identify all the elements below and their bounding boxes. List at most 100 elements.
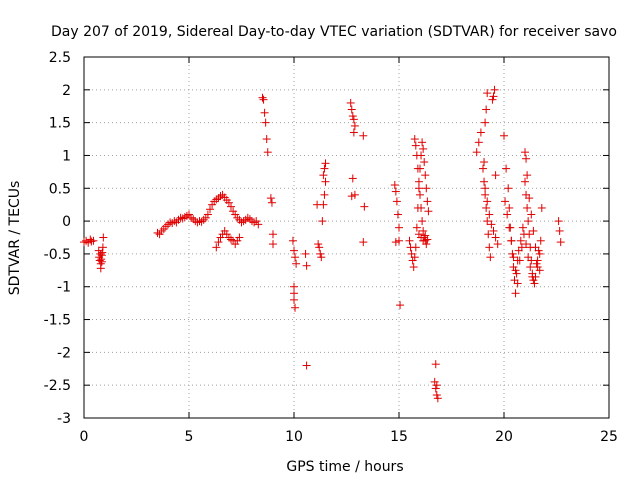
- data-point: [243, 213, 252, 222]
- data-point: [96, 264, 105, 273]
- data-point: [320, 164, 329, 173]
- data-point: [321, 177, 330, 186]
- data-point: [393, 210, 402, 219]
- data-point: [360, 202, 369, 211]
- data-point: [315, 243, 324, 252]
- data-point: [511, 289, 520, 298]
- data-point: [263, 148, 272, 157]
- data-point: [491, 171, 500, 180]
- x-axis-label: GPS time / hours: [286, 459, 403, 475]
- data-point: [216, 233, 225, 242]
- data-point: [95, 256, 104, 265]
- data-point: [347, 105, 356, 114]
- data-point: [214, 194, 223, 203]
- x-tick-label: 20: [495, 429, 513, 445]
- data-point: [182, 211, 191, 220]
- data-point: [505, 203, 514, 212]
- data-point: [512, 269, 521, 278]
- data-point: [291, 303, 300, 312]
- data-point: [483, 89, 492, 98]
- data-point: [422, 184, 431, 193]
- data-point: [524, 253, 533, 262]
- data-point: [481, 184, 490, 193]
- data-point: [482, 105, 491, 114]
- data-point: [433, 394, 442, 403]
- y-tick-label: -1: [57, 280, 71, 296]
- data-point: [161, 222, 170, 231]
- data-point: [97, 257, 106, 266]
- data-point: [405, 236, 414, 245]
- data-point: [522, 154, 531, 163]
- y-tick-label: 2.5: [49, 50, 71, 66]
- data-point: [412, 223, 421, 232]
- data-point: [233, 236, 242, 245]
- data-point: [176, 213, 185, 222]
- y-tick-label: 2: [62, 83, 71, 99]
- data-point: [505, 223, 514, 232]
- data-point: [521, 177, 529, 186]
- data-point: [513, 279, 522, 288]
- data-point: [185, 210, 193, 219]
- data-point: [195, 217, 204, 226]
- data-point: [421, 231, 430, 240]
- data-point: [391, 238, 400, 247]
- data-point: [410, 135, 419, 144]
- data-point: [392, 197, 401, 206]
- data-point: [411, 141, 420, 150]
- data-point: [214, 238, 223, 247]
- data-point: [430, 377, 439, 386]
- data-point: [518, 223, 527, 232]
- y-tick-label: -1.5: [44, 313, 71, 329]
- data-point: [484, 230, 493, 239]
- data-point: [233, 213, 242, 222]
- grid: [84, 57, 609, 418]
- data-point: [319, 200, 328, 209]
- data-point: [523, 203, 532, 212]
- data-point: [180, 213, 189, 222]
- y-tick-label: -3: [57, 411, 71, 427]
- data-point: [314, 240, 323, 249]
- data-point: [432, 391, 441, 400]
- data-point: [199, 215, 208, 224]
- y-tick-label: 1: [62, 148, 71, 164]
- data-point: [524, 217, 533, 226]
- data-point: [517, 243, 526, 252]
- x-tick-label: 5: [185, 429, 194, 445]
- data-point: [417, 233, 426, 242]
- data-point: [489, 226, 498, 235]
- data-point: [504, 184, 513, 193]
- data-point: [409, 263, 418, 272]
- data-point: [481, 118, 490, 127]
- data-point: [412, 151, 421, 160]
- data-point: [486, 253, 495, 262]
- data-point: [288, 236, 297, 245]
- data-point: [155, 230, 164, 239]
- data-point: [533, 256, 542, 265]
- data-point: [99, 233, 108, 242]
- data-point: [419, 144, 428, 153]
- data-point: [82, 236, 91, 245]
- data-point: [474, 138, 483, 147]
- data-point: [227, 202, 235, 211]
- data-point: [203, 210, 212, 219]
- data-point: [259, 95, 268, 104]
- data-point: [193, 218, 202, 227]
- data-point: [482, 203, 491, 212]
- data-point: [414, 177, 423, 186]
- data-point: [269, 240, 277, 249]
- data-point: [511, 266, 520, 275]
- data-point: [321, 159, 330, 168]
- data-point: [480, 177, 489, 186]
- data-point: [346, 98, 355, 107]
- data-point: [250, 218, 259, 227]
- data-point: [208, 200, 217, 209]
- data-point: [556, 238, 565, 247]
- data-point: [480, 158, 489, 167]
- data-point: [349, 115, 358, 124]
- data-point: [359, 238, 368, 247]
- data-point: [302, 261, 311, 270]
- plot-frame: [83, 56, 610, 419]
- data-point: [201, 213, 210, 222]
- data-point: [476, 128, 485, 137]
